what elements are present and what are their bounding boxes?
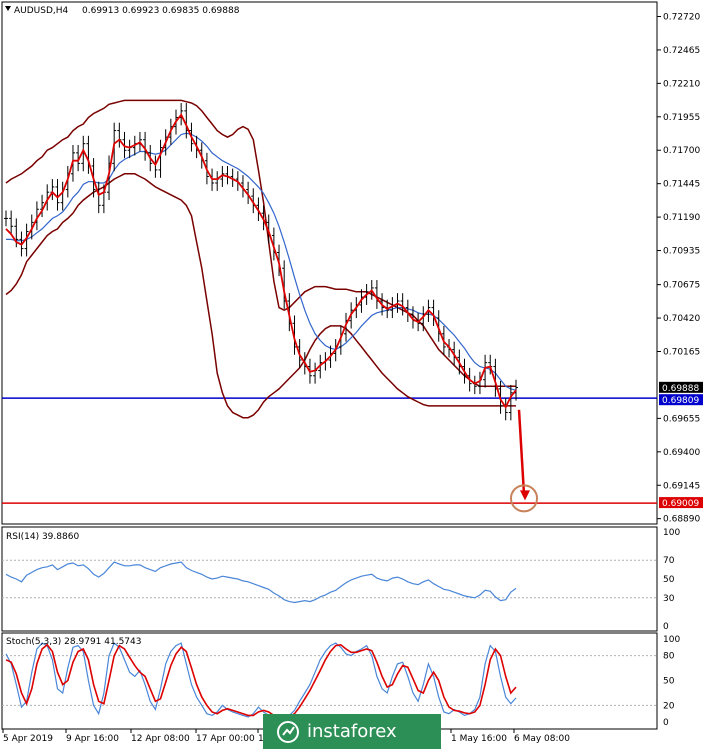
price-tick-label: 0.71700 xyxy=(663,146,700,156)
rsi-panel xyxy=(1,526,658,632)
target-price-box xyxy=(659,497,703,509)
price-tick-label: 0.70675 xyxy=(663,281,700,291)
price-tick-label: 0.70420 xyxy=(663,314,700,324)
price-tick-label: 0.72465 xyxy=(663,46,700,56)
rsi-tick-label: 70 xyxy=(663,556,675,566)
price-tick-label: 0.69145 xyxy=(663,481,700,491)
price-tick-label: 0.70165 xyxy=(663,348,700,358)
target-circle-icon xyxy=(510,484,538,513)
time-tick-label: 5 Apr 2019 xyxy=(3,734,53,744)
ohlc-values: 0.69913 0.69923 0.69835 0.69888 xyxy=(82,6,240,16)
current-price-label: 0.69888 xyxy=(662,384,699,394)
price-panel xyxy=(1,1,658,525)
price-tick-label: 0.72210 xyxy=(663,79,700,89)
stoch-series: 100 80 50 20 0 xyxy=(2,635,680,728)
price-tick-label: 0.71190 xyxy=(663,213,700,223)
rsi-tick-label: 100 xyxy=(663,528,680,538)
watermark: instaforex xyxy=(263,714,441,749)
time-tick-label: 1 xyxy=(258,734,264,744)
time-tick-label: 6 May 08:00 xyxy=(514,734,570,744)
price-tick-label: 0.71445 xyxy=(663,180,700,190)
price-tick-label: 0.71955 xyxy=(663,113,700,123)
collapse-arrow-icon[interactable] xyxy=(5,6,11,11)
rsi-series: 100 70 50 30 0 xyxy=(2,528,680,632)
symbol-title: AUDUSD,H4 xyxy=(14,6,69,16)
stoch-signal-line xyxy=(5,643,517,719)
time-tick-label: 1 May 16:00 xyxy=(451,734,507,744)
bollinger-lower-line xyxy=(5,173,516,419)
price-series xyxy=(2,99,657,513)
price-tick-label: 0.70935 xyxy=(663,247,700,257)
current-price-box xyxy=(659,381,703,393)
ma-slow-line xyxy=(6,132,517,391)
rsi-tick-label: 50 xyxy=(663,575,675,585)
price-tick-label: 0.69400 xyxy=(663,448,700,458)
stoch-tick-label: 0 xyxy=(663,718,669,728)
target-price-label: 0.69009 xyxy=(662,499,699,509)
rsi-tick-label: 0 xyxy=(663,622,669,632)
ma-fast-line xyxy=(5,113,517,410)
instaforex-logo-icon xyxy=(277,720,299,743)
stoch-tick-label: 100 xyxy=(663,635,680,645)
rsi-title: RSI(14) 39.8860 xyxy=(6,532,79,542)
time-tick-label: 17 Apr 00:00 xyxy=(196,734,255,744)
time-tick-label: 12 Apr 08:00 xyxy=(131,734,190,744)
stoch-main-line xyxy=(5,642,517,720)
rsi-line xyxy=(5,561,517,604)
price-tick-label: 0.69655 xyxy=(663,414,700,424)
price-tick-label: 0.68890 xyxy=(663,515,700,525)
forecast-arrowhead-icon xyxy=(520,490,530,501)
price-tick-label: 0.72720 xyxy=(663,12,700,22)
stoch-tick-label: 80 xyxy=(663,652,675,662)
bollinger-upper-line xyxy=(5,99,516,388)
price-axis: 0.72720 0.72465 0.72210 0.71955 0.71700 0.714… xyxy=(657,12,703,525)
watermark-text: instaforex xyxy=(307,721,397,742)
time-tick-label: 9 Apr 16:00 xyxy=(66,734,119,744)
rsi-tick-label: 30 xyxy=(663,594,675,604)
stoch-tick-label: 50 xyxy=(663,677,675,687)
time-axis: 5 Apr 2019 9 Apr 16:00 12 Apr 08:00 17 Apr … xyxy=(2,729,570,744)
stoch-tick-label: 20 xyxy=(663,701,675,711)
support-price-box xyxy=(659,394,703,406)
support-price-label: 0.69809 xyxy=(662,396,699,406)
forecast-arrow xyxy=(517,409,526,495)
stoch-title: Stoch(5,3,3) 28.9791 41.5743 xyxy=(6,637,141,647)
